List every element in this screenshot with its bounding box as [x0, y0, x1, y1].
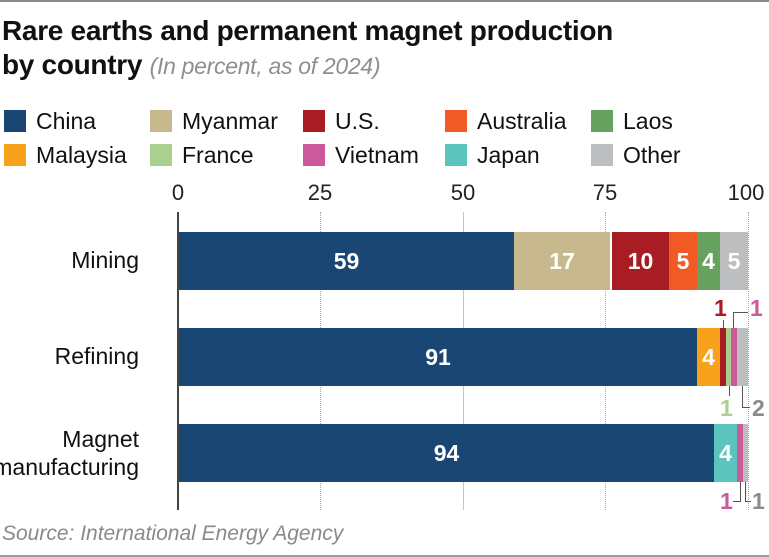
seg-magnet-china: 94: [179, 424, 714, 482]
category-magnet-line2: manufacturing: [0, 454, 139, 480]
ext-label-refining-us: 1: [714, 295, 727, 321]
legend-label-japan: Japan: [477, 141, 540, 168]
value-label: 94: [433, 439, 460, 466]
seg-mining-china: 59: [179, 232, 514, 290]
legend-item-laos: Laos: [591, 106, 673, 136]
leader-refining-us: [723, 320, 724, 328]
title-line-1: Rare earths and permanent magnet product…: [2, 15, 613, 46]
legend-item-japan: Japan: [445, 140, 540, 170]
legend-swatch-laos: [591, 110, 613, 132]
top-border: [0, 0, 769, 2]
legend-swatch-australia: [445, 110, 467, 132]
legend-item-france: France: [150, 140, 254, 170]
seg-magnet-vietnam: [737, 424, 743, 482]
value-label: 91: [425, 343, 451, 370]
ext-label-magnet-vietnam: 1: [720, 488, 733, 514]
legend-label-other: Other: [623, 141, 681, 168]
seg-refining-malaysia: 4: [697, 328, 720, 386]
seg-mining-laos: 4: [697, 232, 720, 290]
ext-label-refining-other: 2: [752, 395, 765, 421]
legend-swatch-china: [4, 110, 26, 132]
seg-mining-us: 10: [612, 232, 669, 290]
legend-swatch-other: [591, 144, 613, 166]
legend-item-other: Other: [591, 140, 681, 170]
ext-label-refining-france: 1: [720, 395, 733, 421]
value-label: 4: [702, 247, 715, 274]
seg-refining-us: [720, 328, 726, 386]
title-line-2: by country (In percent, as of 2024): [2, 48, 613, 83]
x-tick-25: 25: [307, 180, 333, 205]
legend-swatch-vietnam: [303, 144, 325, 166]
category-magnet-line1: Magnet: [62, 426, 139, 452]
value-label: 17: [549, 247, 575, 274]
legend-item-malaysia: Malaysia: [4, 140, 127, 170]
legend-label-malaysia: Malaysia: [36, 141, 127, 168]
seg-mining-australia: 5: [669, 232, 697, 290]
value-label: 4: [702, 343, 715, 370]
x-tick-50: 50: [450, 180, 476, 205]
x-axis-labels: 0 25 50 75 100: [0, 180, 769, 210]
legend-item-myanmar: Myanmar: [150, 106, 278, 136]
legend-swatch-malaysia: [4, 144, 26, 166]
legend-label-australia: Australia: [477, 107, 567, 134]
legend-label-laos: Laos: [623, 107, 673, 134]
legend-label-china: China: [36, 107, 97, 134]
seg-mining-myanmar: 17: [514, 232, 610, 290]
chart-title: Rare earths and permanent magnet product…: [2, 14, 613, 83]
source-note: Source: International Energy Agency: [2, 522, 344, 545]
value-label: 4: [719, 439, 732, 466]
leader-refining-france: [729, 386, 730, 396]
legend-item-china: China: [4, 106, 96, 136]
seg-magnet-other: [743, 424, 748, 482]
legend-swatch-us: [303, 110, 325, 132]
value-label: 5: [727, 247, 741, 274]
legend-item-australia: Australia: [445, 106, 566, 136]
value-label: 5: [676, 247, 690, 274]
legend-label-us: U.S.: [335, 107, 380, 134]
bar-mining: 59 17 10 5 4 5: [179, 232, 749, 290]
y-axis-baseline: [177, 212, 179, 510]
legend-swatch-france: [150, 144, 172, 166]
seg-refining-vietnam: [731, 328, 737, 386]
seg-refining-other: [737, 328, 748, 386]
bar-magnet-manufacturing: 94 4: [179, 424, 749, 482]
seg-refining-france: [726, 328, 731, 386]
category-mining: Mining: [71, 247, 139, 273]
legend: China Myanmar U.S. Australia Laos Malays…: [4, 106, 769, 170]
legend-label-vietnam: Vietnam: [335, 141, 419, 168]
legend-label-myanmar: Myanmar: [182, 107, 278, 134]
value-label: 59: [333, 247, 360, 274]
leader-refining-other: [742, 386, 750, 408]
bottom-border: [0, 555, 769, 557]
ext-label-refining-vietnam: 1: [750, 295, 763, 321]
value-label: 10: [627, 247, 654, 274]
seg-magnet-japan: 4: [714, 424, 737, 482]
leader-magnet-vietnam: [733, 482, 741, 502]
leader-magnet-other: [745, 482, 751, 502]
bar-refining: 91 4: [179, 328, 749, 386]
ext-label-magnet-other: 1: [752, 488, 765, 514]
x-tick-100: 100: [727, 180, 765, 205]
legend-swatch-myanmar: [150, 110, 172, 132]
category-refining: Refining: [54, 343, 139, 369]
x-tick-0: 0: [171, 180, 185, 205]
seg-mining-other: 5: [720, 232, 748, 290]
chart-subtitle: (In percent, as of 2024): [149, 53, 381, 79]
legend-swatch-japan: [445, 144, 467, 166]
gridline-100: [748, 212, 749, 510]
legend-label-france: France: [182, 141, 254, 168]
legend-item-vietnam: Vietnam: [303, 140, 419, 170]
leader-refining-vietnam: [733, 312, 748, 328]
title-line-2-text: by country: [2, 49, 143, 80]
seg-refining-china: 91: [179, 328, 697, 386]
x-tick-75: 75: [592, 180, 618, 205]
legend-item-us: U.S.: [303, 106, 380, 136]
